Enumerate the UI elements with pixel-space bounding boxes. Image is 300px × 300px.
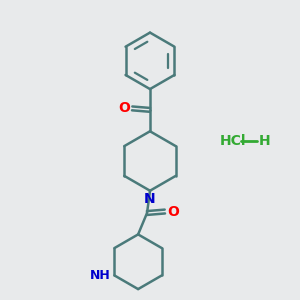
- Text: O: O: [167, 205, 179, 218]
- Text: HCl: HCl: [220, 134, 246, 148]
- Text: N: N: [144, 192, 156, 206]
- Text: O: O: [118, 101, 130, 116]
- Text: H: H: [259, 134, 270, 148]
- Text: NH: NH: [90, 269, 111, 282]
